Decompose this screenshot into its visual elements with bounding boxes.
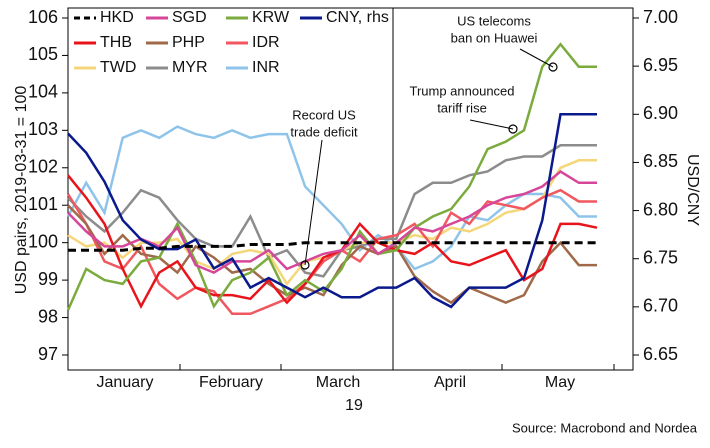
annotation-marker (300, 260, 310, 270)
x-tick-label: March (316, 374, 360, 391)
y-tick-label: 98 (38, 306, 58, 326)
y-tick-label: 101 (28, 194, 58, 214)
series-line (67, 144, 597, 278)
y-axis-label: USD pairs, 2019-03-31 = 100 (13, 86, 30, 295)
series-line (67, 113, 597, 309)
y-tick-label: 102 (28, 157, 58, 177)
annotation: trade deficit (290, 124, 358, 139)
y-tick-label: 103 (28, 119, 58, 139)
legend-label: PHP (172, 34, 205, 51)
annotation-marker (548, 62, 558, 72)
legend-label: IDR (252, 34, 280, 51)
annotation-arrow (519, 48, 554, 68)
y-tick-label: 97 (38, 344, 58, 364)
y-tick-label: 106 (28, 7, 58, 27)
annotation-arrow (469, 119, 514, 130)
annotation: US telecoms (457, 13, 531, 28)
annotation-arrow (304, 139, 323, 266)
x-tick-label: January (97, 374, 154, 391)
y2-tick-label: 6.85 (643, 151, 678, 171)
series-line (66, 125, 597, 271)
y-tick-label: 104 (28, 82, 58, 102)
legend-label: CNY, rhs (326, 9, 389, 26)
plot-frame (67, 7, 634, 371)
annotation: Record US (292, 107, 356, 122)
y-tick-label: 105 (28, 44, 58, 64)
series-line (67, 169, 597, 274)
legend-label: SGD (172, 9, 207, 26)
y2-tick-label: 6.75 (643, 247, 678, 267)
annotation: tariff rise (437, 100, 487, 115)
legend-label: HKD (100, 9, 134, 26)
y2-tick-label: 6.65 (643, 344, 678, 364)
annotation: ban on Huawei (451, 30, 538, 45)
y2-tick-label: 6.70 (643, 296, 678, 316)
source: Source: Macrobond and Nordea (512, 420, 698, 435)
series-line (66, 42, 597, 311)
x-tick-label: April (434, 374, 466, 391)
x-tick-label: May (545, 374, 575, 391)
y-tick-label: 99 (38, 269, 58, 289)
legend-label: MYR (172, 59, 208, 76)
y2-tick-label: 6.95 (643, 55, 678, 75)
legend-label: TWD (100, 59, 136, 76)
y2-tick-label: 6.90 (643, 103, 678, 123)
annotation-marker (508, 124, 518, 134)
annotation: Trump announced (409, 83, 514, 98)
y2-axis-label: USD/CNY (684, 154, 701, 226)
x-tick-label: February (199, 374, 263, 391)
legend-label: INR (252, 59, 280, 76)
legend-label: KRW (252, 9, 290, 26)
series-line (67, 174, 598, 310)
year-label: 19 (345, 397, 363, 414)
y2-tick-label: 6.80 (643, 199, 678, 219)
y2-tick-label: 7.00 (643, 7, 678, 27)
y-tick-label: 100 (28, 231, 58, 251)
series-line (68, 241, 597, 252)
legend-label: THB (100, 34, 132, 51)
